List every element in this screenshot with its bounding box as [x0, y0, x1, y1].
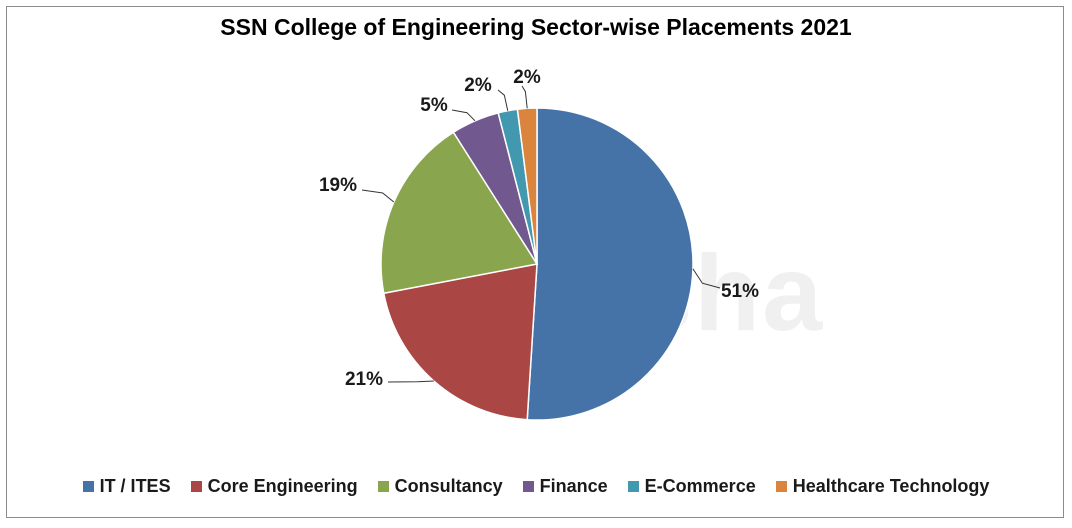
legend-swatch	[775, 481, 787, 492]
legend-label: Core Engineering	[207, 476, 358, 496]
legend-item: Finance	[522, 476, 608, 497]
legend-swatch	[377, 481, 389, 492]
leader-line	[692, 268, 721, 289]
leader-line	[521, 85, 528, 109]
legend-item: Healthcare Technology	[775, 476, 990, 497]
legend-swatch	[627, 481, 639, 492]
leader-line	[387, 380, 434, 383]
data-label: 51%	[721, 281, 759, 302]
data-label: 19%	[319, 175, 357, 196]
legend-swatch	[82, 481, 94, 492]
data-label: 2%	[513, 67, 541, 88]
legend-label: Finance	[539, 476, 608, 496]
legend-swatch	[522, 481, 534, 492]
data-label: 21%	[345, 369, 383, 390]
legend-label: Consultancy	[394, 476, 503, 496]
chart-legend: IT / ITES Core Engineering Consultancy Fina…	[0, 476, 1072, 497]
data-label: 5%	[420, 95, 448, 116]
chart-title: SSN College of Engineering Sector-wise P…	[220, 14, 852, 40]
legend-swatch	[190, 481, 202, 492]
pie-slice-it-ites	[526, 107, 694, 421]
leader-line	[451, 109, 476, 122]
legend-item: IT / ITES	[82, 476, 171, 497]
leader-line	[361, 189, 395, 203]
legend-item: E-Commerce	[627, 476, 756, 497]
legend-label: E-Commerce	[644, 476, 756, 496]
legend-item: Consultancy	[377, 476, 503, 497]
leader-line	[497, 89, 509, 111]
legend-label: Healthcare Technology	[792, 476, 990, 496]
legend-label: IT / ITES	[99, 476, 171, 496]
data-label: 2%	[464, 75, 492, 96]
legend-item: Core Engineering	[190, 476, 358, 497]
